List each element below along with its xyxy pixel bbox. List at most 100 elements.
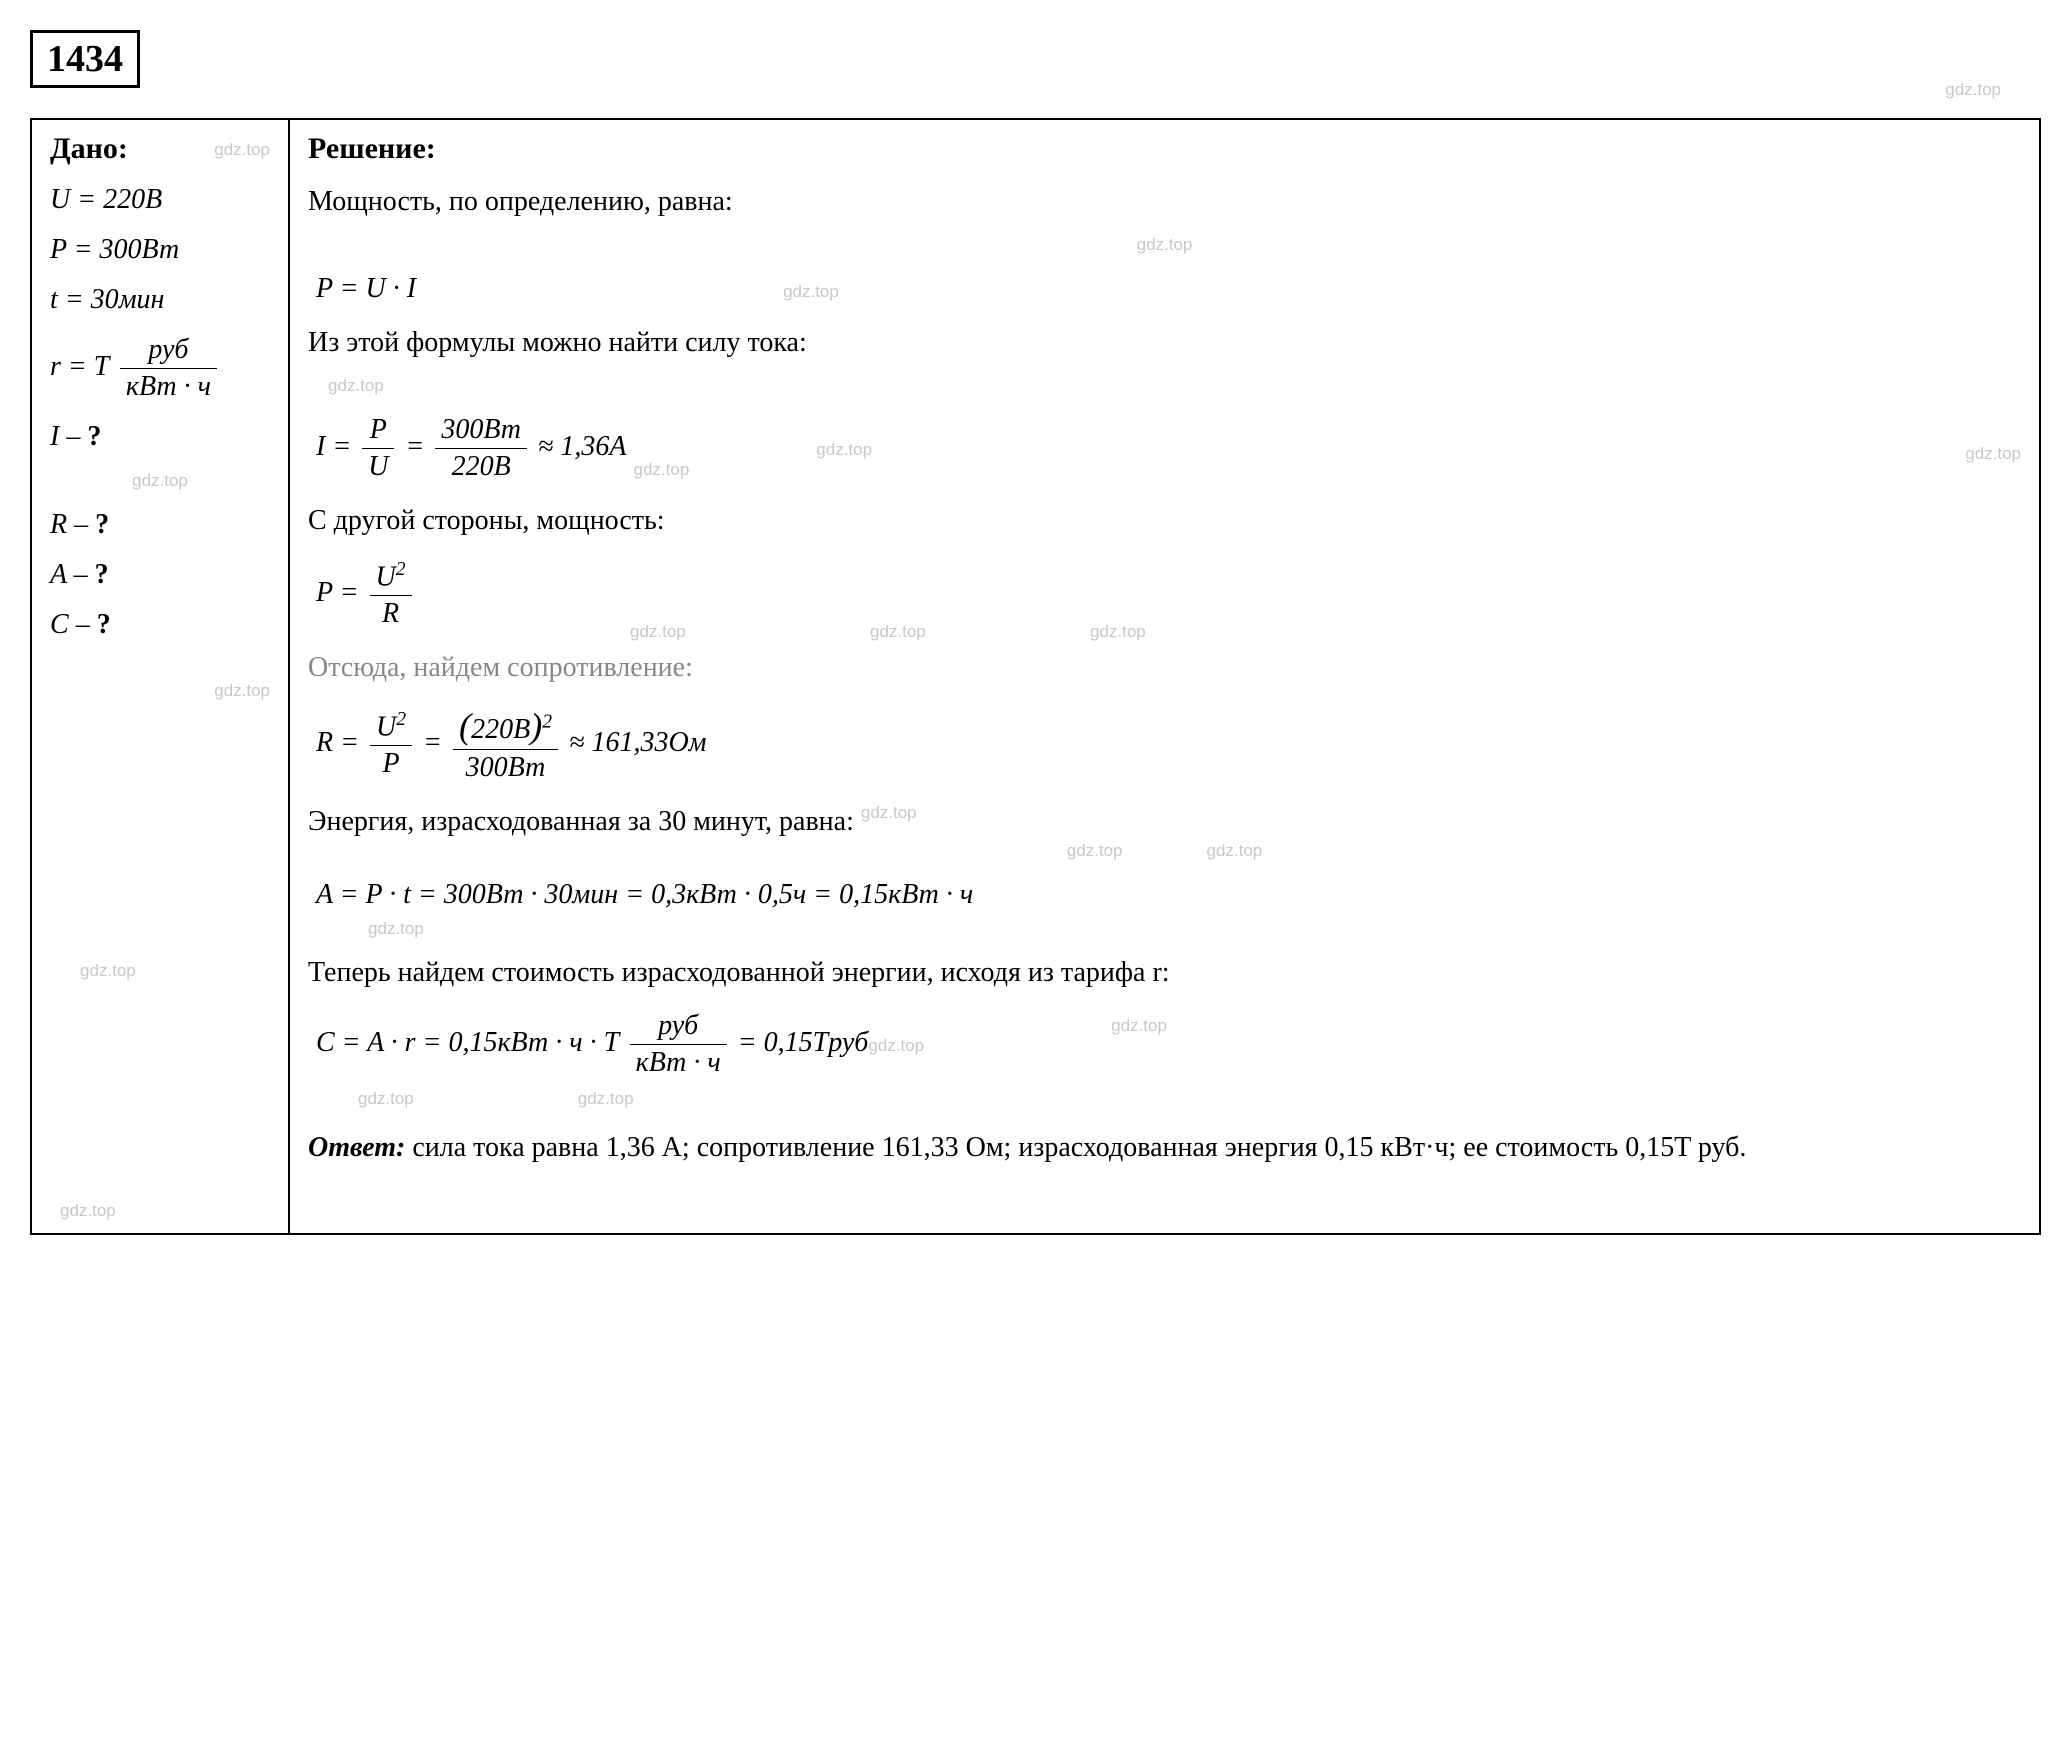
solution-header: Решение: [308, 132, 2021, 166]
var: A [50, 559, 67, 590]
text-line-1: Мощность, по определению, равна: [308, 182, 2021, 221]
text-line-4: Отсюда, найдем сопротивление: gdz.top gd… [308, 648, 2021, 687]
fraction: U2 R [370, 559, 412, 630]
watermark: gdz.top [861, 803, 917, 822]
text: Отсюда, найдем сопротивление: [308, 652, 693, 683]
var: U [50, 184, 70, 215]
denominator: P [370, 746, 412, 780]
solution-table: Дано: gdz.top U = 220В P = 300Вт t = 30м… [30, 118, 2041, 1235]
var: t [50, 284, 58, 315]
watermark: gdz.top [1067, 841, 1123, 860]
text-line-3: С другой стороны, мощность: [308, 501, 2021, 540]
dash: – [69, 609, 97, 640]
val: 220В [471, 714, 530, 745]
base: U [376, 711, 396, 742]
dash: – [59, 421, 87, 452]
fraction: P U [362, 414, 394, 483]
var: C [50, 609, 69, 640]
eq: = [423, 727, 449, 758]
formula-6: C = A · r = 0,15кВт · ч · T руб кВт · ч … [308, 1010, 2021, 1079]
watermark: gdz.top [1111, 1016, 1167, 1035]
problem-number: 1434 [47, 38, 123, 80]
rhs: = U · I [333, 273, 416, 304]
rhs: = 0,15Tруб [738, 1027, 869, 1058]
lhs: R = [316, 727, 366, 758]
lhs: I = [316, 431, 358, 462]
given-I: I – ? [50, 421, 270, 453]
rhs: ≈ 1,36А [538, 431, 626, 462]
unit: мин [119, 284, 165, 315]
text-line-5: Энергия, израсходованная за 30 минут, ра… [308, 802, 2021, 841]
lhs: C = A · r = 0,15кВт · ч · T [316, 1027, 619, 1058]
fraction: U2 P [370, 709, 412, 780]
fraction: руб кВт · ч [120, 334, 217, 403]
watermark: gdz.top [60, 1201, 116, 1220]
formula-4: R = U2 P = (220В)2 300Вт ≈ 161,33Ом [308, 705, 2021, 784]
var: r [50, 351, 61, 382]
lhs: P [316, 273, 333, 304]
watermark: gdz.top [214, 681, 270, 700]
val: = 30 [58, 284, 119, 315]
given-column: Дано: gdz.top U = 220В P = 300Вт t = 30м… [31, 119, 289, 1234]
base: U [376, 561, 396, 592]
question-mark: ? [97, 609, 111, 640]
exponent: 2 [396, 559, 406, 580]
question-mark: ? [95, 509, 109, 540]
watermark: gdz.top [1137, 235, 1193, 254]
eq: = [405, 431, 431, 462]
page-container: 1434 gdz.top Дано: gdz.top U = 220В P = … [30, 30, 2041, 1235]
given-A: A – ? [50, 559, 270, 591]
formula-1: P = U · I gdz.top [308, 273, 2021, 305]
val: = T [61, 351, 109, 382]
denominator: 220В [435, 449, 527, 483]
denominator: кВт · ч [120, 369, 217, 403]
numerator: (220В)2 [453, 705, 558, 750]
table-row: Дано: gdz.top U = 220В P = 300Вт t = 30м… [31, 119, 2040, 1234]
given-P: P = 300Вт [50, 234, 270, 266]
watermark: gdz.top [578, 1089, 634, 1108]
watermark: gdz.top [630, 620, 686, 644]
fraction: (220В)2 300Вт [453, 705, 558, 784]
numerator: P [362, 414, 394, 449]
watermark: gdz.top [214, 140, 270, 160]
numerator: руб [120, 334, 217, 369]
fraction: руб кВт · ч [630, 1010, 727, 1079]
val: = 300 [67, 234, 142, 265]
numerator: руб [630, 1010, 727, 1045]
unit: В [145, 184, 162, 215]
solution-column: Решение: Мощность, по определению, равна… [289, 119, 2040, 1234]
val: = 220 [70, 184, 145, 215]
rhs: ≈ 161,33Ом [569, 727, 706, 758]
denominator: U [362, 449, 394, 483]
given-R: R – ? [50, 509, 270, 541]
text-line-6: Теперь найдем стоимость израсходованной … [308, 953, 2021, 992]
formula-3: P = U2 R [308, 559, 2021, 630]
numerator: 300Вт [435, 414, 527, 449]
paren: ) [530, 706, 542, 746]
given-header-text: Дано: [50, 132, 128, 165]
watermark: gdz.top [870, 620, 926, 644]
given-header: Дано: gdz.top [50, 132, 270, 166]
watermark: gdz.top [816, 440, 872, 459]
watermark: gdz.top [1090, 620, 1146, 644]
fraction: 300Вт 220В [435, 414, 527, 483]
denominator: 300Вт [453, 750, 558, 784]
var: P [50, 234, 67, 265]
formula-5: A = P · t = 300Вт · 30мин = 0,3кВт · 0,5… [308, 879, 2021, 911]
watermark: gdz.top [868, 1036, 924, 1055]
watermark: gdz.top [634, 460, 690, 479]
formula-2: I = P U = 300Вт 220В ≈ 1,36А gdz.top gdz… [308, 414, 2021, 483]
paren: ( [459, 706, 471, 746]
question-mark: ? [87, 421, 101, 452]
watermark-top: gdz.top [1945, 80, 2001, 100]
answer-label: Ответ: [308, 1132, 405, 1163]
watermark: gdz.top [783, 282, 839, 301]
watermark: gdz.top [80, 961, 136, 980]
dash: – [67, 559, 95, 590]
text-line-2: Из этой формулы можно найти силу тока: [308, 323, 2021, 362]
numerator: U2 [370, 709, 412, 746]
watermark: gdz.top [368, 919, 424, 938]
var: R [50, 509, 67, 540]
watermark: gdz.top [1207, 841, 1263, 860]
text: Энергия, израсходованная за 30 минут, ра… [308, 806, 854, 837]
